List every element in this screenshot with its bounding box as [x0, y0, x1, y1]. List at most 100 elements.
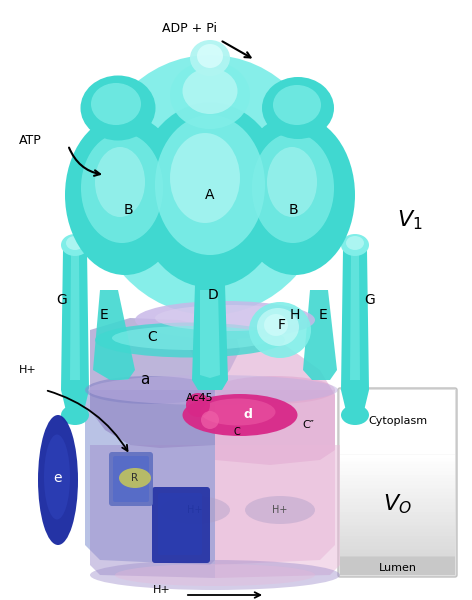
FancyBboxPatch shape — [340, 523, 455, 527]
FancyBboxPatch shape — [340, 475, 455, 479]
FancyBboxPatch shape — [340, 465, 455, 469]
Polygon shape — [350, 255, 360, 380]
Ellipse shape — [341, 405, 369, 425]
Text: C: C — [234, 427, 240, 437]
Text: H+: H+ — [272, 505, 288, 515]
Polygon shape — [90, 318, 215, 448]
Ellipse shape — [273, 85, 321, 125]
Text: d: d — [244, 409, 253, 421]
Ellipse shape — [245, 496, 315, 524]
Ellipse shape — [186, 393, 210, 417]
FancyBboxPatch shape — [340, 506, 455, 510]
Ellipse shape — [346, 236, 364, 250]
Text: Ac45: Ac45 — [186, 393, 214, 403]
Ellipse shape — [267, 147, 317, 217]
FancyBboxPatch shape — [340, 543, 455, 547]
Polygon shape — [93, 290, 135, 380]
FancyBboxPatch shape — [340, 529, 455, 534]
Text: B: B — [123, 203, 133, 217]
FancyBboxPatch shape — [340, 553, 455, 557]
FancyBboxPatch shape — [340, 547, 455, 551]
Ellipse shape — [262, 77, 334, 139]
Polygon shape — [215, 445, 340, 578]
FancyBboxPatch shape — [340, 455, 455, 459]
FancyBboxPatch shape — [158, 493, 202, 555]
Text: B: B — [288, 203, 298, 217]
Ellipse shape — [90, 560, 340, 590]
FancyBboxPatch shape — [338, 388, 457, 577]
FancyBboxPatch shape — [340, 557, 455, 575]
Ellipse shape — [115, 564, 315, 586]
FancyBboxPatch shape — [152, 487, 210, 563]
Text: F: F — [278, 318, 286, 332]
Text: Lumen: Lumen — [379, 563, 416, 572]
Ellipse shape — [135, 301, 315, 339]
Ellipse shape — [95, 147, 145, 217]
Text: H+: H+ — [187, 505, 202, 515]
Polygon shape — [303, 290, 337, 380]
Text: G: G — [365, 293, 375, 307]
Polygon shape — [341, 250, 369, 415]
Polygon shape — [70, 255, 80, 380]
FancyBboxPatch shape — [340, 488, 455, 493]
Ellipse shape — [264, 314, 288, 336]
Ellipse shape — [85, 376, 215, 404]
FancyBboxPatch shape — [340, 485, 455, 490]
Ellipse shape — [249, 302, 311, 358]
FancyBboxPatch shape — [340, 512, 455, 517]
Ellipse shape — [119, 468, 151, 488]
FancyBboxPatch shape — [340, 472, 455, 476]
Ellipse shape — [201, 411, 219, 429]
Text: R: R — [131, 473, 139, 483]
Ellipse shape — [235, 115, 355, 275]
Ellipse shape — [135, 103, 285, 287]
Ellipse shape — [252, 133, 334, 243]
Text: C″: C″ — [302, 420, 314, 430]
Polygon shape — [190, 320, 240, 390]
Text: Cytoplasm: Cytoplasm — [368, 416, 427, 427]
Text: ADP + Pi: ADP + Pi — [162, 22, 218, 34]
Text: H+: H+ — [153, 585, 171, 595]
Ellipse shape — [257, 308, 299, 346]
Text: D: D — [208, 288, 219, 302]
Ellipse shape — [190, 40, 230, 76]
Ellipse shape — [183, 68, 237, 114]
FancyBboxPatch shape — [340, 390, 455, 455]
FancyBboxPatch shape — [340, 533, 455, 537]
Ellipse shape — [38, 415, 78, 545]
FancyBboxPatch shape — [340, 502, 455, 506]
FancyBboxPatch shape — [340, 550, 455, 554]
FancyBboxPatch shape — [340, 458, 455, 463]
Ellipse shape — [197, 44, 223, 68]
FancyBboxPatch shape — [340, 478, 455, 483]
Text: A: A — [205, 188, 215, 202]
Text: C: C — [147, 330, 157, 344]
Text: H+: H+ — [19, 365, 37, 375]
Polygon shape — [215, 330, 335, 465]
Text: G: G — [57, 293, 67, 307]
FancyBboxPatch shape — [340, 539, 455, 544]
Ellipse shape — [65, 115, 185, 275]
Polygon shape — [200, 290, 220, 378]
Ellipse shape — [341, 234, 369, 256]
Ellipse shape — [90, 55, 330, 315]
FancyBboxPatch shape — [109, 452, 153, 506]
Text: $V_O$: $V_O$ — [383, 493, 412, 517]
Ellipse shape — [81, 133, 163, 243]
Ellipse shape — [160, 496, 230, 524]
FancyBboxPatch shape — [340, 519, 455, 524]
Polygon shape — [85, 390, 215, 565]
Ellipse shape — [95, 323, 285, 358]
Ellipse shape — [61, 234, 89, 256]
Text: $V_1$: $V_1$ — [397, 208, 423, 232]
Polygon shape — [215, 390, 335, 565]
FancyBboxPatch shape — [340, 482, 455, 486]
Ellipse shape — [66, 236, 84, 250]
Polygon shape — [192, 285, 228, 390]
FancyBboxPatch shape — [340, 496, 455, 500]
Ellipse shape — [44, 434, 70, 520]
Ellipse shape — [88, 375, 338, 405]
Ellipse shape — [170, 61, 250, 129]
FancyBboxPatch shape — [340, 461, 455, 466]
Ellipse shape — [155, 305, 305, 331]
